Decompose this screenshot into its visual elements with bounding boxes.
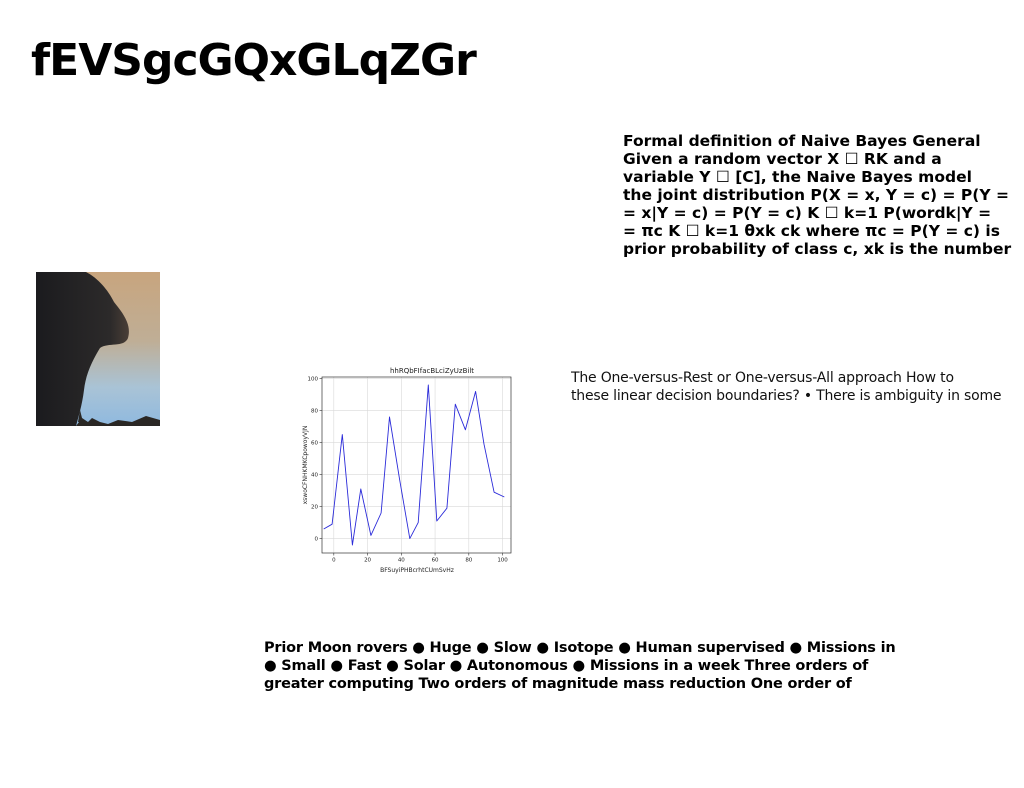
rovers-line: greater computing Two orders of magnitud…	[264, 676, 852, 692]
one-vs-rest-text: The One-versus-Rest or One-versus-All ap…	[571, 369, 1024, 405]
line-chart-svg: hhRQbFIfacBLciZyUzBilt BFSuyiPHBcrhtCUmS…	[302, 367, 512, 574]
definition-line: Given a random vector X ☐ RK and a	[623, 150, 942, 168]
chart-x-tick-label: 100	[497, 558, 508, 564]
chart-title: hhRQbFIfacBLciZyUzBilt	[390, 367, 474, 375]
chart-y-tick-label: 100	[308, 377, 319, 383]
definition-line: Formal definition of Naive Bayes General	[623, 132, 981, 150]
ovr-line: The One-versus-Rest or One-versus-All ap…	[571, 370, 954, 386]
definition-line: = πc K ☐ k=1 θxk ck where πc = P(Y = c) …	[623, 222, 1000, 240]
ovr-line: these linear decision boundaries? • Ther…	[571, 388, 1002, 404]
chart-y-tick-label: 20	[311, 505, 318, 511]
chart-x-tick-label: 60	[432, 558, 439, 564]
chart-frame	[321, 376, 512, 554]
slide-title: fEVSgcGQxGLqZGr	[31, 35, 477, 86]
rovers-line: ● Small ● Fast ● Solar ● Autonomous ● Mi…	[264, 658, 869, 674]
moon-rovers-text: Prior Moon rovers ● Huge ● Slow ● Isotop…	[264, 639, 924, 693]
chart-series-line	[323, 384, 505, 546]
naive-bayes-definition: Formal definition of Naive Bayes General…	[623, 132, 1024, 258]
chart-y-tick-label: 40	[311, 473, 318, 479]
chart-y-tick-label: 80	[311, 409, 318, 415]
chart-y-tick-label: 0	[315, 537, 319, 543]
photo-image	[36, 272, 160, 426]
line-chart: hhRQbFIfacBLciZyUzBilt BFSuyiPHBcrhtCUmS…	[296, 364, 518, 578]
chart-x-tick-label: 0	[332, 558, 336, 564]
chart-y-axis-label: xswoCFNHKMKCpowoyVJN	[302, 426, 309, 505]
definition-line: prior probability of class c, xk is the …	[623, 240, 1012, 258]
definition-line: = x|Y = c) = P(Y = c) K ☐ k=1 P(wordk|Y …	[623, 204, 992, 222]
rovers-line: Prior Moon rovers ● Huge ● Slow ● Isotop…	[264, 640, 896, 656]
chart-x-axis-label: BFSuyiPHBcrhtCUmSvHz	[380, 567, 454, 574]
chart-x-tick-label: 40	[398, 558, 405, 564]
definition-line: the joint distribution P(X = x, Y = c) =…	[623, 186, 1009, 204]
chart-x-tick-label: 20	[364, 558, 371, 564]
definition-line: variable Y ☐ [C], the Naive Bayes model	[623, 168, 972, 186]
chart-x-tick-label: 80	[465, 558, 472, 564]
chart-y-tick-label: 60	[311, 441, 318, 447]
